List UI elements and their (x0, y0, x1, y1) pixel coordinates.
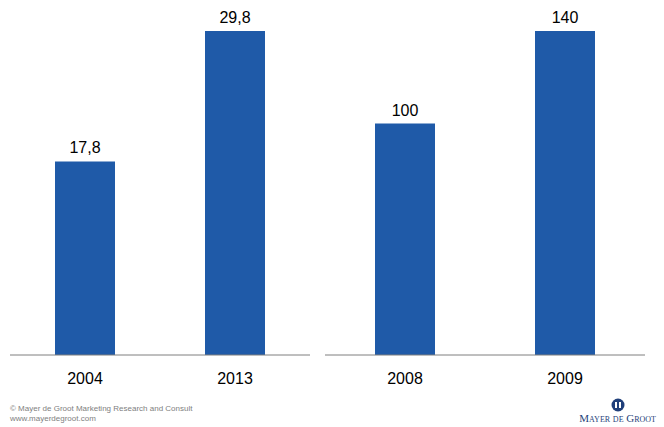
svg-text:100: 100 (392, 102, 419, 119)
svg-text:2009: 2009 (547, 370, 583, 387)
svg-text:2004: 2004 (67, 370, 103, 387)
svg-text:140: 140 (552, 9, 579, 26)
html-text:© Mayer de Groot Marketing Res: © Mayer de Groot Marketing Research and … (10, 404, 193, 413)
svg-text:2013: 2013 (217, 370, 253, 387)
svg-text:2008: 2008 (387, 370, 423, 387)
html-text:www.mayerdegroot.com: www.mayerdegroot.com (10, 414, 96, 423)
svg-text:29,8: 29,8 (219, 9, 250, 26)
html-text:Mayer de Groot: Mayer de Groot (579, 412, 656, 424)
svg-text:17,8: 17,8 (69, 139, 100, 156)
